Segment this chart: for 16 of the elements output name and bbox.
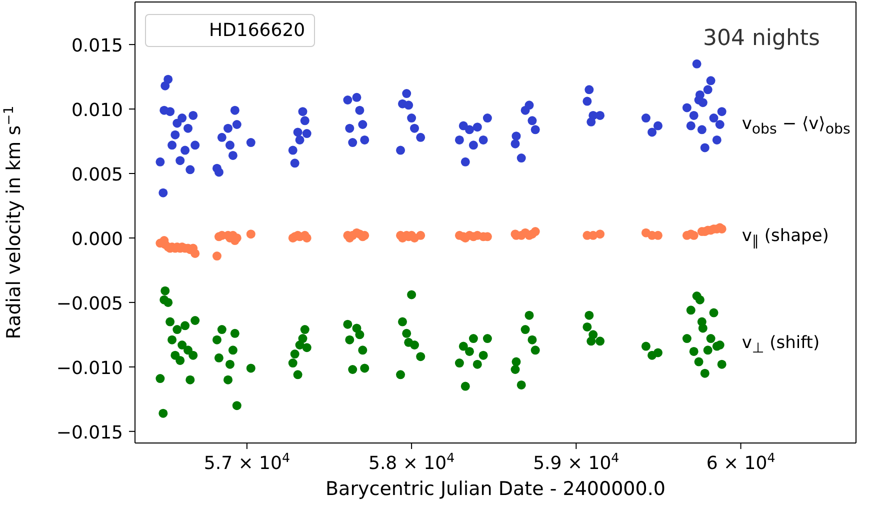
y-tick-label: −0.005 — [56, 293, 123, 314]
y-tick-label: −0.010 — [56, 358, 123, 379]
x-tick-label: 5.9 × 10$^{4}$ — [533, 450, 620, 474]
x-tick-label: 5.8 × 10$^{4}$ — [368, 450, 455, 474]
series-label: v$_{⊥}$ (shift) — [742, 333, 820, 356]
x-tick-label: 5.7 × 10$^{4}$ — [204, 450, 290, 474]
annotation: 304 nights — [702, 26, 820, 51]
series-label: v$_{obs}$ − ⟨v⟩$_{obs}$ — [742, 114, 850, 138]
series-label: v$_{∥}$ (shape) — [742, 226, 829, 250]
y-tick-label: 0.015 — [71, 36, 123, 57]
y-tick-label: −0.015 — [56, 422, 123, 444]
y-tick-label: 0.010 — [71, 100, 123, 122]
y-tick-label: 0.000 — [71, 228, 123, 250]
x-axis-title: Barycentric Julian Date - 2400000.0 — [326, 478, 666, 500]
y-tick-label: 0.005 — [71, 164, 123, 186]
x-tick-label: 6 × 10$^{4}$ — [706, 450, 776, 474]
